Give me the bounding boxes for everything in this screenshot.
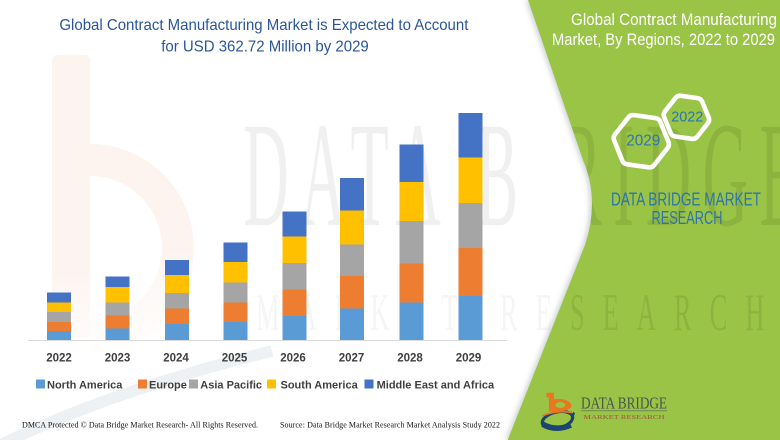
svg-text:2022: 2022 [46, 353, 72, 365]
svg-text:2025: 2025 [222, 353, 248, 365]
svg-text:Global Contract Manufacturing: Global Contract Manufacturing Market is … [59, 17, 469, 34]
svg-text:2024: 2024 [163, 353, 189, 365]
svg-text:Market, By Regions, 2022 to 20: Market, By Regions, 2022 to 2029 [552, 30, 775, 49]
svg-text:2027: 2027 [339, 353, 365, 365]
svg-text:Source: Data Bridge Market Res: Source: Data Bridge Market Research Mark… [280, 421, 500, 430]
svg-text:Middle East and Africa: Middle East and Africa [377, 379, 495, 391]
svg-text:2029: 2029 [626, 133, 660, 150]
svg-text:2029: 2029 [456, 353, 482, 365]
svg-text:Global Contract Manufacturing: Global Contract Manufacturing [571, 10, 777, 29]
svg-text:DATA BRIDGE: DATA BRIDGE [581, 394, 667, 413]
svg-text:2022: 2022 [671, 109, 703, 125]
svg-text:2026: 2026 [280, 353, 306, 365]
svg-text:Asia Pacific: Asia Pacific [200, 379, 262, 391]
svg-text:RIDGE: RIDGE [560, 91, 780, 258]
svg-text:DATA BRIDGE MARKET: DATA BRIDGE MARKET [611, 189, 761, 210]
svg-text:2028: 2028 [397, 353, 423, 365]
svg-text:North America: North America [47, 379, 123, 391]
svg-text:RESEARCH: RESEARCH [652, 207, 723, 228]
svg-text:MARKET RESEARCH: MARKET RESEARCH [584, 414, 665, 421]
svg-text:2023: 2023 [105, 353, 131, 365]
svg-text:South America: South America [281, 379, 359, 391]
svg-text:for USD 362.72 Million by 2029: for USD 362.72 Million by 2029 [161, 39, 369, 56]
svg-text:Europe: Europe [149, 379, 187, 391]
svg-text:DMCA Protected © Data Bridge M: DMCA Protected © Data Bridge Market Rese… [22, 421, 258, 430]
